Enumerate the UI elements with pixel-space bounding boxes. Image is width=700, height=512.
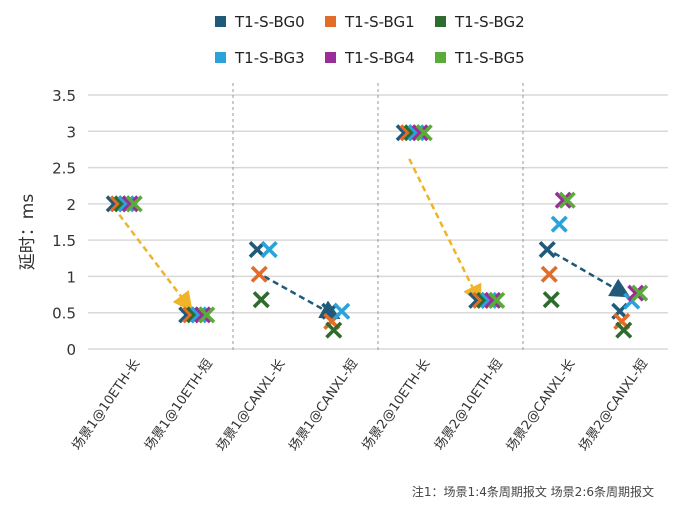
marker-stroke <box>194 306 212 324</box>
x-tick-label: 场景1@CANXL-短 <box>286 357 361 455</box>
x-axis-ticks: 场景1@10ETH-长场景1@10ETH-短场景1@CANXL-长场景1@CAN… <box>70 357 651 455</box>
data-point-t1-s-bg5 <box>415 124 433 142</box>
data-point-t1-s-bg4 <box>554 191 572 209</box>
data-point-t1-s-bg4 <box>194 306 212 324</box>
marker-stroke <box>411 124 429 142</box>
y-axis-label: 延时：ms <box>18 194 38 271</box>
data-point-t1-s-bg2 <box>252 291 270 309</box>
y-tick-label: 1 <box>66 268 76 286</box>
marker-stroke <box>615 321 633 339</box>
legend-label: T1-S-BG3 <box>234 49 305 67</box>
data-point-t1-s-bg2 <box>542 291 560 309</box>
x-tick-label: 场景2@10ETH-短 <box>432 357 506 454</box>
legend-label: T1-S-BG1 <box>344 13 415 31</box>
marker-stroke <box>333 302 351 320</box>
data-point-t1-s-bg4 <box>411 124 429 142</box>
legend-swatch <box>435 16 446 27</box>
marker-stroke <box>248 241 266 259</box>
data-point-t1-s-bg0 <box>538 241 556 259</box>
legend-label: T1-S-BG0 <box>234 13 305 31</box>
legend: T1-S-BG0 T1-S-BG1 T1-S-BG2 T1-S-BG3 T1-S-BG4… <box>215 13 525 67</box>
y-tick-label: 0.5 <box>52 305 76 323</box>
trend-arrow <box>118 213 193 312</box>
marker-stroke <box>550 215 568 233</box>
data-point-t1-s-bg5 <box>488 291 506 309</box>
x-tick-label: 场景2@10ETH-长 <box>360 357 434 454</box>
marker-stroke <box>627 284 645 302</box>
marker-stroke <box>484 291 502 309</box>
legend-item: T1-S-BG2 <box>435 13 525 31</box>
data-point-t1-s-bg4 <box>627 284 645 302</box>
data-point-t1-s-bg4 <box>121 195 139 213</box>
x-tick-label: 场景2@CANXL-长 <box>504 357 579 455</box>
legend-label: T1-S-BG2 <box>454 13 525 31</box>
legend-item: T1-S-BG0 <box>215 13 305 31</box>
marker-stroke <box>252 291 270 309</box>
marker-stroke <box>325 321 343 339</box>
x-tick-label: 场景1@10ETH-长 <box>70 357 144 454</box>
y-tick-label: 1.5 <box>52 232 76 250</box>
legend-swatch <box>215 52 226 63</box>
data-point-t1-s-bg2 <box>615 321 633 339</box>
legend-label: T1-S-BG5 <box>454 49 525 67</box>
y-axis-ticks: 0 0.5 1 1.5 2 2.5 3 3.5 <box>52 87 76 359</box>
y-tick-label: 0 <box>66 341 76 359</box>
y-tick-label: 3 <box>66 123 76 141</box>
legend-swatch <box>325 52 336 63</box>
marker-stroke <box>488 291 506 309</box>
marker-stroke <box>121 195 139 213</box>
legend-item: T1-S-BG4 <box>325 49 415 67</box>
data-point-t1-s-bg1 <box>540 265 558 283</box>
data-markers <box>105 124 649 339</box>
trend-arrow <box>408 158 482 305</box>
group-separators <box>232 83 524 353</box>
legend-label: T1-S-BG4 <box>344 49 415 67</box>
marker-stroke <box>540 265 558 283</box>
legend-item: T1-S-BG1 <box>325 13 415 31</box>
data-point-t1-s-bg5 <box>198 306 216 324</box>
legend-item: T1-S-BG5 <box>435 49 525 67</box>
legend-swatch <box>215 16 226 27</box>
trend-arrow <box>263 275 341 320</box>
x-tick-label: 场景1@CANXL-长 <box>214 357 289 455</box>
marker-stroke <box>260 241 278 259</box>
data-point-t1-s-bg0 <box>248 241 266 259</box>
marker-stroke <box>558 191 576 209</box>
data-point-t1-s-bg3 <box>333 302 351 320</box>
x-tick-label: 场景2@CANXL-短 <box>576 357 651 455</box>
y-tick-label: 2.5 <box>52 160 76 178</box>
legend-swatch <box>325 16 336 27</box>
trend-arrows <box>118 158 631 320</box>
legend-swatch <box>435 52 446 63</box>
trend-arrow <box>553 252 631 298</box>
marker-stroke <box>542 291 560 309</box>
x-tick-label: 场景1@10ETH-短 <box>142 357 216 454</box>
marker-stroke <box>125 195 143 213</box>
y-tick-label: 2 <box>66 196 76 214</box>
data-point-t1-s-bg5 <box>631 284 649 302</box>
data-point-t1-s-bg2 <box>325 321 343 339</box>
marker-stroke <box>250 265 268 283</box>
marker-stroke <box>631 284 649 302</box>
footnote: 注1：场景1:4条周期报文 场景2:6条周期报文 <box>412 484 654 499</box>
legend-item: T1-S-BG3 <box>215 49 305 67</box>
data-point-t1-s-bg5 <box>558 191 576 209</box>
y-tick-label: 3.5 <box>52 87 76 105</box>
marker-stroke <box>415 124 433 142</box>
marker-stroke <box>554 191 572 209</box>
data-point-t1-s-bg3 <box>550 215 568 233</box>
marker-stroke <box>198 306 216 324</box>
marker-stroke <box>538 241 556 259</box>
data-point-t1-s-bg5 <box>125 195 143 213</box>
data-point-t1-s-bg4 <box>484 291 502 309</box>
data-point-t1-s-bg1 <box>250 265 268 283</box>
data-point-t1-s-bg3 <box>260 241 278 259</box>
